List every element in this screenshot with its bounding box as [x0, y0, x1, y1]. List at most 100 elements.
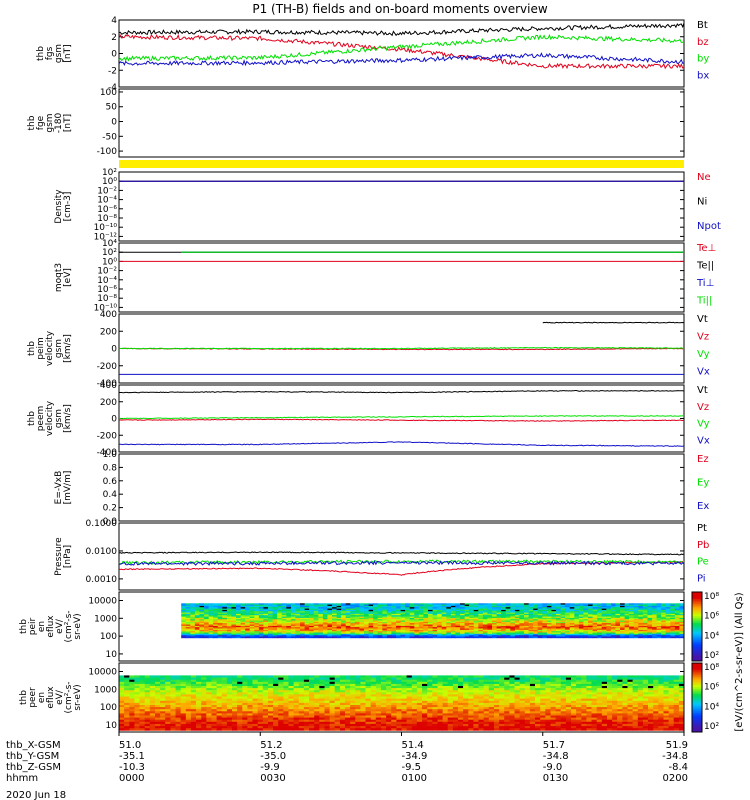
ion-spectrogram-panel-cell: [304, 625, 310, 628]
ion-spectrogram-panel-cell: [624, 605, 630, 608]
ion-spectrogram-panel-cell: [656, 617, 662, 620]
ion-spectrogram-panel-cell: [629, 605, 635, 608]
ion-spectrogram-panel-cell: [190, 613, 196, 616]
electron-spectrogram-panel-cell: [442, 692, 449, 695]
ion-spectrogram-panel-cell: [350, 619, 356, 621]
electron-spectrogram-panel-cell: [201, 707, 207, 710]
electron-spectrogram-panel-cell: [381, 705, 387, 708]
ion-spectrogram-panel-cell: [542, 635, 548, 637]
ion-spectrogram-panel-cell: [368, 619, 374, 621]
ion-spectrogram-panel-cell: [281, 629, 287, 632]
electron-spectrogram-panel-cell: [268, 688, 274, 691]
electron-spectrogram-panel-cell: [206, 690, 212, 693]
ion-spectrogram-panel-cell: [455, 608, 461, 611]
ion-spectrogram-panel-cell: [620, 621, 625, 624]
electron-spectrogram-panel-cell: [303, 690, 310, 693]
ion-spectrogram-panel-cell: [254, 612, 260, 615]
electron-spectrogram-panel-cell: [237, 698, 243, 702]
ion-spectrogram-panel-cell: [574, 623, 580, 625]
electron-spectrogram-panel-cell: [519, 681, 526, 685]
ion-spectrogram-panel-cell: [647, 631, 653, 633]
electron-spectrogram-panel-cell: [334, 707, 341, 710]
electron-spectrogram-panel-cell: [149, 694, 156, 697]
electron-spectrogram-panel-cell: [206, 694, 212, 697]
ion-spectrogram-panel-cell: [679, 604, 685, 607]
ion-spectrogram-panel-cell: [537, 635, 543, 637]
ion-spectrogram-panel-cell: [254, 611, 260, 613]
electron-spectrogram-panel-cell: [319, 675, 325, 678]
electron-spectrogram-panel-cell: [591, 683, 597, 687]
electron-spectrogram-panel-cell: [540, 686, 546, 689]
electron-spectrogram-panel-cell: [550, 692, 556, 695]
ion-spectrogram-panel-cell: [514, 603, 520, 605]
ion-spectrogram-panel-cell: [277, 603, 283, 605]
electron-spectrogram-panel-cell: [437, 702, 443, 706]
ion-spectrogram-panel-cell: [601, 636, 607, 639]
ion-spectrogram-panel-cell: [464, 620, 470, 623]
ion-spectrogram-panel-cell: [482, 628, 488, 631]
ion-spectrogram-panel-cell: [190, 617, 196, 620]
ion-spectrogram-panel-cell: [190, 609, 196, 612]
ion-spectrogram-panel-cell: [332, 631, 337, 633]
ion-spectrogram-panel-cell: [679, 603, 685, 605]
ion-spectrogram-panel-cell: [606, 625, 612, 628]
electron-spectrogram-panel-cell: [226, 686, 233, 689]
electron-spectrogram-panel-cell: [375, 688, 382, 691]
efield-panel-ytick-label: 0.8: [103, 463, 118, 473]
ion-spectrogram-panel-cell: [277, 631, 283, 633]
electron-spectrogram-panel-cell: [514, 690, 520, 693]
ion-spectrogram-panel-cell: [418, 617, 424, 620]
ion-spectrogram-panel-cell: [222, 633, 228, 636]
ion-spectrogram-panel-cell: [208, 631, 214, 633]
electron-spectrogram-panel-cell: [586, 679, 592, 683]
ion-spectrogram-panel-cell: [496, 605, 502, 608]
ion-spectrogram-panel-cell: [505, 628, 511, 631]
electron-spectrogram-panel-cell: [432, 677, 438, 681]
ion-spectrogram-panel-cell: [382, 608, 388, 611]
ion-spectrogram-panel-cell: [556, 628, 561, 631]
electron-spectrogram-panel-cell: [591, 696, 597, 699]
electron-spectrogram-panel-cell: [232, 694, 238, 697]
electron-spectrogram-panel-cell: [627, 702, 633, 706]
ion-spectrogram-panel-cell: [601, 617, 607, 620]
ion-spectrogram-panel-cell: [546, 619, 552, 621]
ion-spectrogram-panel-cell: [304, 616, 310, 619]
electron-spectrogram-panel-cell: [401, 675, 407, 678]
ion-spectrogram-panel-cell: [332, 620, 337, 623]
electron-spectrogram-panel-cell: [668, 675, 675, 678]
ion-spectrogram-panel-cell: [245, 607, 251, 609]
ion-spectrogram-panel-cell: [245, 604, 251, 607]
ion-spectrogram-panel-cell: [597, 627, 603, 629]
ion-spectrogram-panel-cell: [556, 615, 561, 617]
ion-spectrogram-panel-cell: [382, 603, 388, 605]
electron-spectrogram-panel-cell: [129, 692, 135, 695]
ion-spectrogram-panel-cell: [341, 619, 347, 621]
electron-spectrogram-panel-cell: [278, 677, 284, 681]
electron-spectrogram-panel-cell: [678, 686, 685, 689]
electron-spectrogram-panel-cell: [232, 675, 238, 678]
electron-spectrogram-panel-cell: [560, 686, 567, 689]
ion-spectrogram-panel-cell: [519, 615, 525, 617]
ion-spectrogram-panel-cell: [460, 627, 465, 629]
ion-spectrogram-panel-cell: [615, 623, 621, 625]
electron-spectrogram-panel-cell: [196, 694, 202, 697]
electron-spectrogram-panel-cell: [504, 688, 510, 691]
ion-spectrogram-panel-cell: [185, 628, 191, 631]
electron-spectrogram-panel-cell: [262, 683, 269, 687]
electron-spectrogram-panel-cell: [416, 694, 423, 697]
ion-spectrogram-panel-cell: [377, 605, 383, 608]
electron-spectrogram-panel-cell: [673, 698, 680, 702]
electron-spectrogram-panel-cell: [535, 686, 541, 689]
ion-spectrogram-panel-cell: [258, 609, 264, 612]
ion-spectrogram-panel-cell: [359, 631, 365, 633]
electron-spectrogram-panel-cell: [129, 702, 135, 706]
electron-spectrogram-panel-cell: [509, 686, 515, 689]
ion-spectrogram-panel-cell: [258, 604, 264, 607]
ion-spectrogram-panel-cell: [446, 613, 452, 616]
ion-spectrogram-panel-cell: [597, 632, 603, 635]
electron-spectrogram-panel-cell: [278, 683, 284, 687]
ion-spectrogram-panel-cell: [670, 609, 676, 612]
electron-spectrogram-panel-cell: [622, 698, 628, 702]
electron-spectrogram-panel-cell: [642, 694, 649, 697]
electron-spectrogram-panel-cell: [309, 677, 315, 681]
